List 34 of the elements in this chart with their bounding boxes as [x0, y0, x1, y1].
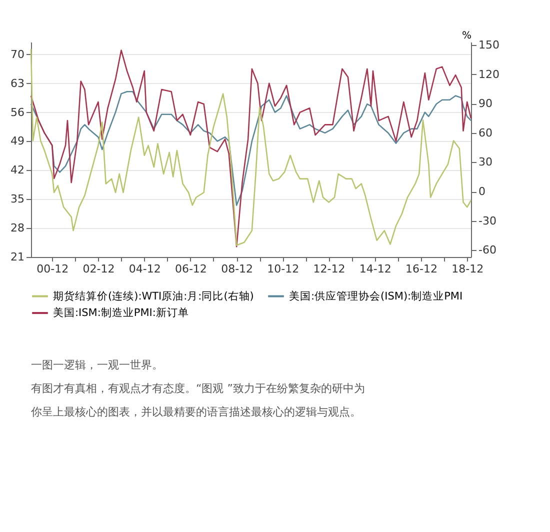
line-series	[30, 90, 472, 206]
x-tick-label: 12-12	[313, 262, 346, 276]
x-tick-label: 14-12	[359, 262, 392, 276]
y2-tick-label: 120	[478, 68, 500, 81]
legend-label: 期货结算价(连续):WTI原油:月:同比(右轴)	[53, 289, 254, 302]
y-tick-label: 63	[10, 76, 24, 90]
x-tick-label: 08-12	[221, 262, 254, 276]
text: 有图才有真相，有观点才有态度。“图观 ”致力于在纷繁复杂的研中为	[31, 382, 365, 395]
legend-label: 美国:ISM:制造业PMI:新订单	[53, 306, 189, 319]
x-tick-label: 02-12	[82, 262, 115, 276]
y2-tick-label: 150	[478, 38, 500, 52]
x-tick-label: 10-12	[267, 262, 300, 276]
y2-tick-label: 60	[478, 126, 492, 140]
y-tick-label: 28	[10, 222, 24, 235]
y-tick-label: 49	[10, 134, 24, 148]
y-tick-label: 70	[10, 48, 24, 61]
y2-tick-label: 90	[478, 97, 492, 110]
y2-tick-label: -60	[478, 244, 496, 257]
text: 一图一逻辑，一观一世界。	[31, 358, 163, 372]
y2-tick-label: 30	[478, 156, 492, 169]
x-tick-label: 04-12	[128, 262, 161, 276]
y-tick-label: 42	[10, 164, 24, 177]
y2-axis-title: %	[462, 30, 472, 42]
y2-tick-label: 0	[478, 185, 486, 198]
x-tick-label: 16-12	[406, 262, 438, 276]
text: 你呈上最核心的图表，并以最精要的语言描述最核心的逻辑与观点。	[31, 405, 361, 418]
x-tick-label: 00-12	[36, 262, 69, 276]
legend-label: 美国:供应管理协会(ISM):制造业PMI	[289, 289, 463, 302]
y-tick-label: 21	[10, 250, 24, 264]
y-tick-label: 35	[10, 192, 24, 206]
y2-tick-label: -30	[478, 214, 496, 228]
x-tick-label: 18-12	[452, 262, 484, 276]
y-tick-label: 56	[10, 106, 24, 119]
x-tick-label: 06-12	[174, 262, 207, 276]
